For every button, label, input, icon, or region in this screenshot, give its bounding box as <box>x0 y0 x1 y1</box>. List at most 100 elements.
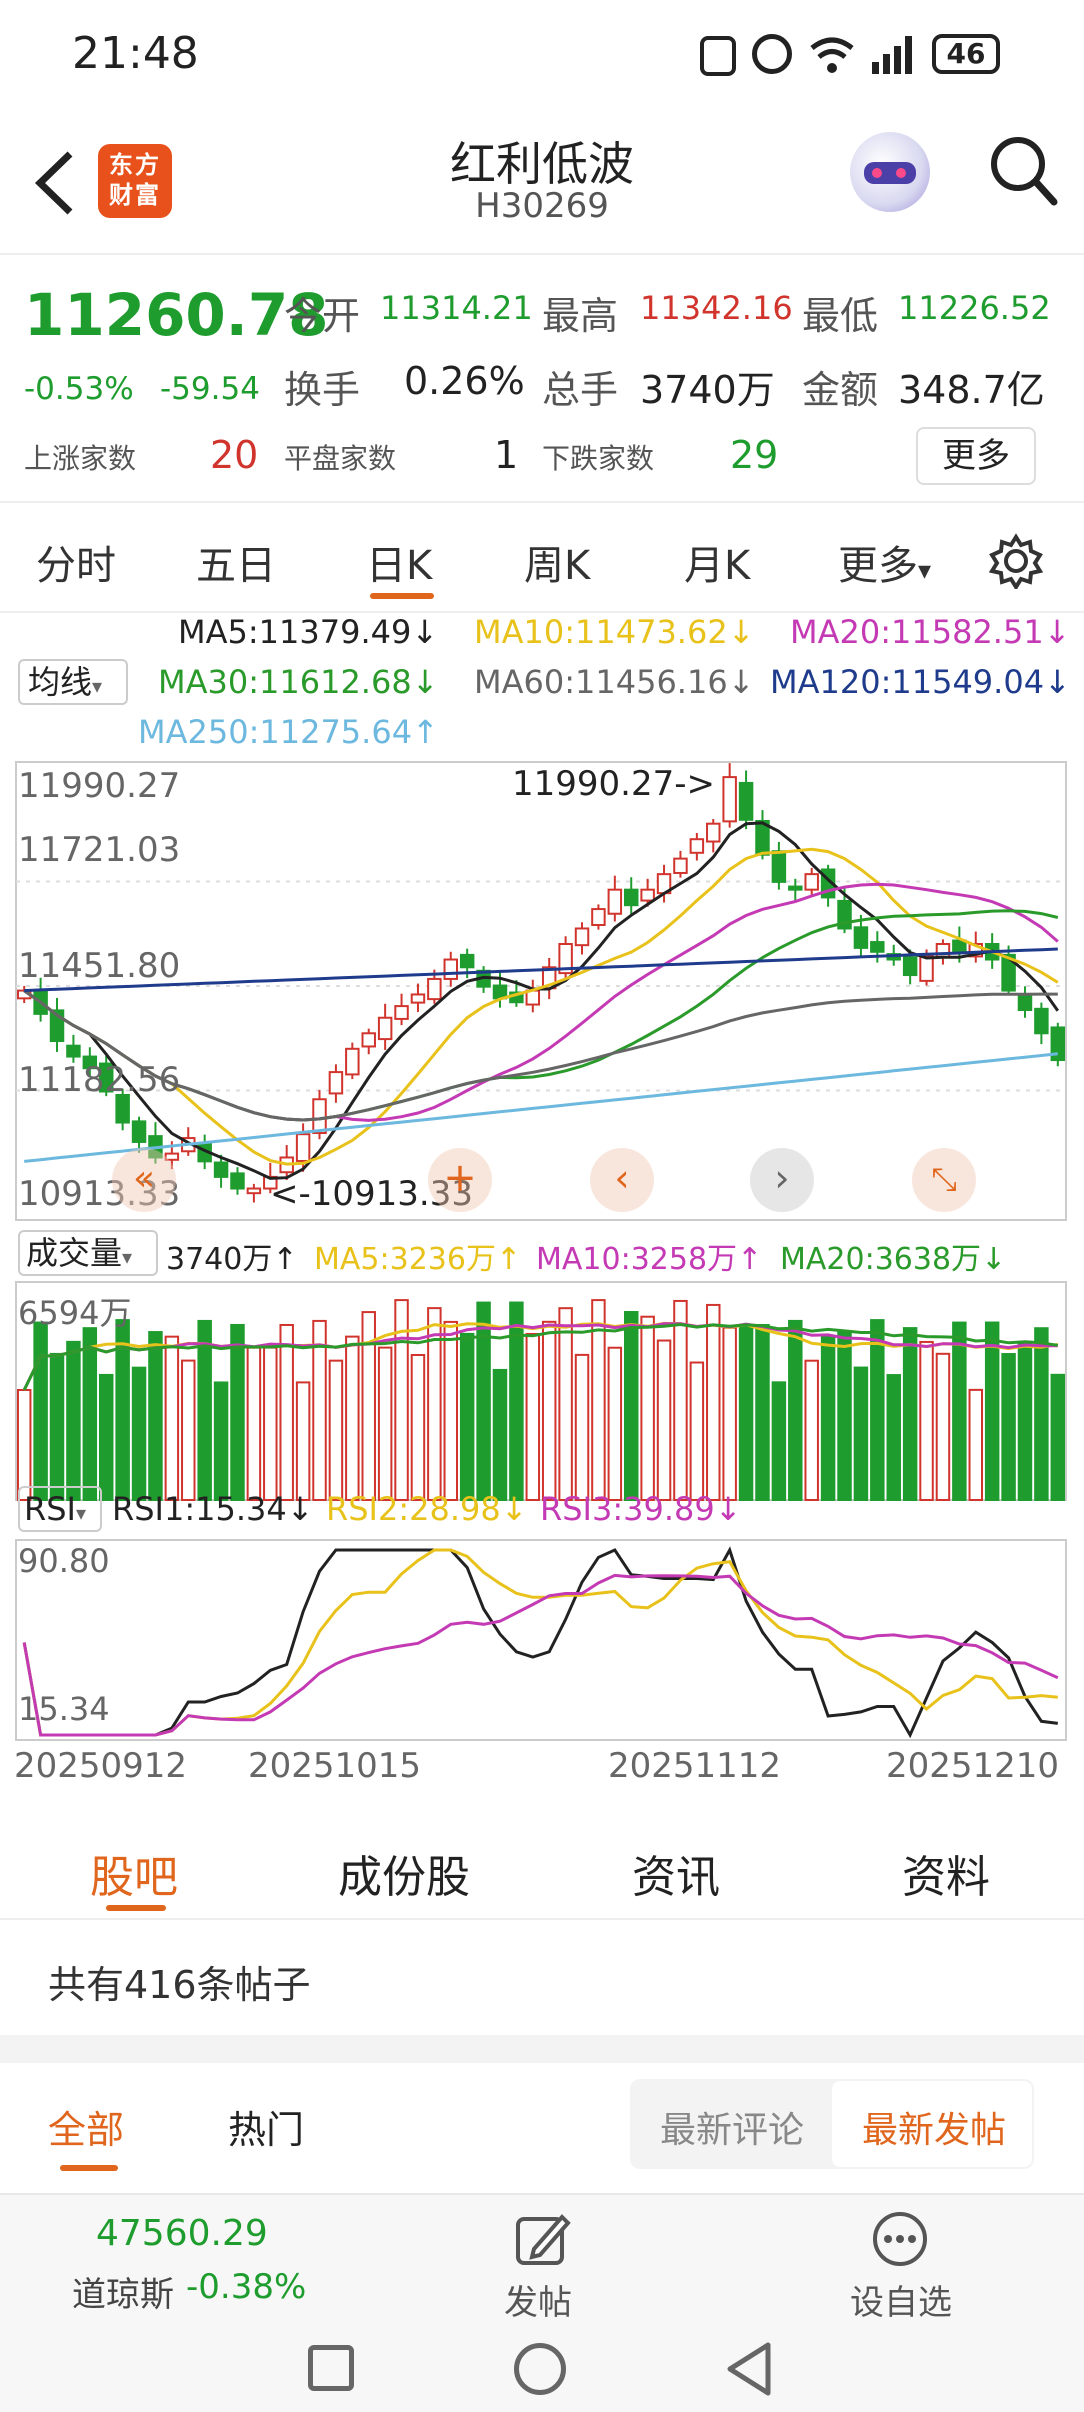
flat-count-label: 平盘家数 <box>284 442 397 475</box>
tab-monthly-k[interactable]: 月K <box>684 543 751 589</box>
volume-bar <box>427 1307 442 1502</box>
volume-bar <box>213 1381 229 1501</box>
tab-more-label: 更多 <box>838 543 918 589</box>
zoom-in-icon[interactable]: + <box>428 1148 492 1212</box>
tab-constituents[interactable]: 成份股 <box>338 1852 470 1903</box>
content-tabs: 股吧 成份股 资讯 资料 <box>0 1815 1084 1920</box>
volume-bar <box>640 1315 655 1501</box>
volume-frame <box>15 1281 1067 1501</box>
rsi3-value: RSI3:39.89↓ <box>540 1490 742 1528</box>
volume-bar <box>279 1323 294 1501</box>
tab-five-day[interactable]: 五日 <box>196 543 276 589</box>
alarm-icon <box>752 34 792 74</box>
turnover-value: 0.26% <box>404 359 525 403</box>
filter-hot[interactable]: 热门 <box>228 2108 305 2152</box>
candle-body <box>640 888 655 902</box>
rsi1-value: RSI1:15.34↓ <box>112 1490 314 1528</box>
sort-latest-post[interactable]: 最新发帖 <box>862 2110 1007 2151</box>
rsi-indicator-select[interactable]: RSI▾ <box>18 1486 102 1532</box>
caret-down-icon: ▾ <box>75 1501 87 1525</box>
tab-news[interactable]: 资讯 <box>632 1852 720 1903</box>
index-name[interactable]: 道琼斯 <box>72 2275 174 2315</box>
next-icon[interactable]: › <box>750 1148 814 1212</box>
volume-bar <box>788 1319 803 1501</box>
fullscreen-icon[interactable]: ⤡ <box>912 1148 976 1212</box>
index-value[interactable]: 47560.29 <box>96 2213 268 2254</box>
previous-icon[interactable]: ‹ <box>590 1148 654 1212</box>
indicator-select[interactable]: 均线▾ <box>18 659 128 705</box>
rsi-top-label: 90.80 <box>18 1542 110 1580</box>
divider <box>0 2035 1084 2063</box>
candle-body <box>1034 1007 1049 1035</box>
chart-period-tabs: 分时 五日 日K 周K 月K 更多▾ <box>0 505 1084 613</box>
volume-bar <box>230 1323 245 1501</box>
search-icon[interactable] <box>988 134 1058 208</box>
edit-post-icon[interactable] <box>512 2209 572 2269</box>
chart-area[interactable]: 11990.27 11721.03 11451.80 11182.56 1091… <box>0 760 1084 1810</box>
settings-gear-icon[interactable] <box>988 533 1044 589</box>
volume-bar <box>197 1319 212 1501</box>
sort-active-bg <box>832 2081 1032 2167</box>
tab-intraday[interactable]: 分时 <box>36 543 116 589</box>
filter-all[interactable]: 全部 <box>48 2108 125 2152</box>
volume-indicator-select[interactable]: 成交量▾ <box>18 1230 158 1276</box>
rsi-bottom-label: 15.34 <box>18 1690 110 1728</box>
volume-bar <box>16 1389 32 1501</box>
candle-body <box>689 838 705 854</box>
y-tick-4: 11182.56 <box>18 1060 181 1100</box>
candle-body <box>459 953 475 969</box>
rsi-frame <box>15 1539 1067 1741</box>
sort-latest-comment[interactable]: 最新评论 <box>660 2110 805 2151</box>
volume-bar <box>66 1340 81 1502</box>
volume-bar <box>1050 1373 1066 1501</box>
candle-body <box>246 1187 262 1195</box>
volume-bar <box>509 1301 524 1501</box>
volume-bar <box>541 1320 557 1502</box>
kline-chart-svg[interactable] <box>0 760 1084 1810</box>
volume-current: 3740万↑ <box>166 1242 298 1277</box>
ma250-line <box>24 1052 1058 1163</box>
volume-bar <box>82 1327 98 1502</box>
tab-forum[interactable]: 股吧 <box>90 1852 178 1903</box>
candle-body <box>771 850 787 883</box>
nav-recents-icon[interactable] <box>308 2345 354 2391</box>
tab-weekly-k[interactable]: 周K <box>524 543 591 589</box>
robot-assistant-icon[interactable] <box>850 132 930 212</box>
candle-body <box>673 857 688 874</box>
volume-bar <box>49 1352 65 1502</box>
tab-more[interactable]: 更多▾ <box>838 533 931 591</box>
tab-profile[interactable]: 资料 <box>902 1852 990 1903</box>
more-dots-icon[interactable] <box>870 2209 930 2269</box>
volume-bar <box>1017 1340 1033 1501</box>
candle-body <box>66 1044 81 1058</box>
candle-body <box>427 977 442 1001</box>
candle-body <box>115 1093 130 1124</box>
max-price-label: 11990.27-> <box>512 764 715 804</box>
candle-body <box>870 941 885 953</box>
volume-bar <box>591 1299 606 1501</box>
nav-home-icon[interactable] <box>514 2343 566 2395</box>
change-value: -59.54 <box>160 371 260 407</box>
volume-bar <box>771 1381 787 1501</box>
date-tick-2: 20251015 <box>248 1746 422 1786</box>
add-watchlist-label[interactable]: 设自选 <box>850 2283 952 2323</box>
candle-body <box>558 943 573 975</box>
volume-top-label: 6594万 <box>18 1294 132 1332</box>
volume-bar <box>902 1327 918 1502</box>
volume-indicator-label: 成交量 <box>26 1234 123 1272</box>
down-count-label: 下跌家数 <box>542 442 655 475</box>
volume-bar <box>968 1388 983 1502</box>
tab-daily-k[interactable]: 日K <box>366 543 433 589</box>
volume-bar <box>345 1335 360 1501</box>
volume-bar <box>181 1359 196 1502</box>
more-button[interactable]: 更多 <box>916 427 1036 485</box>
nav-back-icon[interactable] <box>724 2341 774 2397</box>
back-icon[interactable] <box>30 148 80 218</box>
candle-body <box>574 927 590 947</box>
rewind-icon[interactable]: « <box>112 1148 176 1212</box>
high-label: 最高 <box>542 294 619 338</box>
candle-body <box>853 926 869 949</box>
volume-bar <box>295 1381 311 1502</box>
down-count: 29 <box>730 433 779 477</box>
post-button-label[interactable]: 发帖 <box>504 2283 572 2323</box>
